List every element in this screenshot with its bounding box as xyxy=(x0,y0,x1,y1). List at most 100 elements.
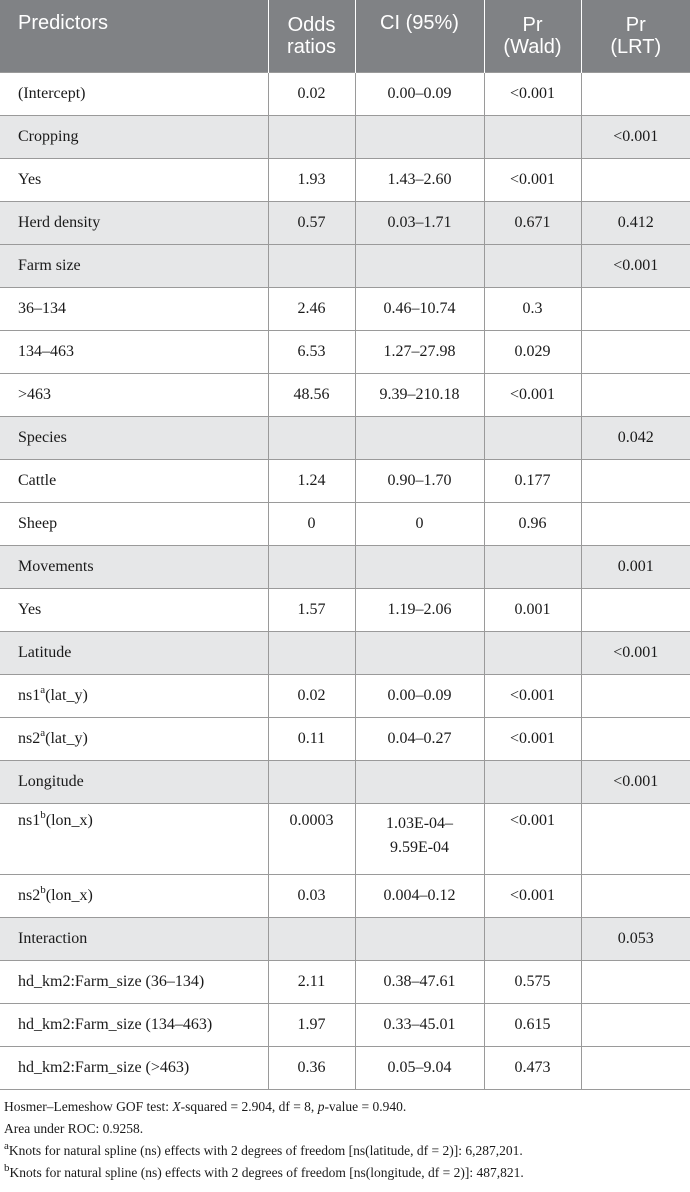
ci-cell: 1.43–2.60 xyxy=(354,158,485,202)
pr-lrt-cell xyxy=(580,330,690,374)
predictor-cell: ns1a(lat_y) xyxy=(0,674,269,718)
ci-cell xyxy=(354,545,485,589)
pr-wald-cell xyxy=(483,115,582,159)
ci-cell: 0.05–9.04 xyxy=(354,1046,485,1090)
odds-ratio-cell: 0.57 xyxy=(267,201,356,245)
odds-ratio-cell: 1.57 xyxy=(267,588,356,632)
pr-lrt-cell xyxy=(580,459,690,503)
pr-lrt-cell: 0.412 xyxy=(580,201,690,245)
table-group-row: Herd density 0.57 0.03–1.71 0.671 0.412 xyxy=(0,201,690,245)
ci-cell: 0.004–0.12 xyxy=(354,874,485,918)
odds-ratio-cell: 0.02 xyxy=(267,674,356,718)
pr-wald-cell xyxy=(483,416,582,460)
pr-wald-cell: 0.473 xyxy=(483,1046,582,1090)
predictor-cell: hd_km2:Farm_size (>463) xyxy=(0,1046,269,1090)
pr-wald-cell: <0.001 xyxy=(483,717,582,761)
odds-ratio-cell: 0.02 xyxy=(267,72,356,116)
pr-wald-cell xyxy=(483,917,582,961)
odds-ratio-cell: 1.24 xyxy=(267,459,356,503)
table-group-row: Cropping <0.001 xyxy=(0,115,690,159)
ci-cell xyxy=(354,416,485,460)
table-row: ns1b(lon_x) 0.0003 1.03E-04– 9.59E-04 <0.… xyxy=(0,803,690,875)
footnote-marker: a xyxy=(40,683,46,696)
odds-ratio-cell: 0 xyxy=(267,502,356,546)
pr-wald-cell xyxy=(483,631,582,675)
pr-wald-cell: 0.3 xyxy=(483,287,582,331)
ci-cell: 0.46–10.74 xyxy=(354,287,485,331)
predictor-cell: Farm size xyxy=(0,244,269,288)
pr-wald-cell xyxy=(483,545,582,589)
footnote-marker: b xyxy=(40,808,46,821)
ci-cell: 1.19–2.06 xyxy=(354,588,485,632)
pr-lrt-cell xyxy=(580,287,690,331)
pr-lrt-cell: 0.053 xyxy=(580,917,690,961)
ci-cell: 1.03E-04– 9.59E-04 xyxy=(354,803,485,875)
predictor-cell: Cropping xyxy=(0,115,269,159)
pr-wald-cell: <0.001 xyxy=(483,874,582,918)
predictor-cell: 134–463 xyxy=(0,330,269,374)
table-row: ns2b(lon_x) 0.03 0.004–0.12 <0.001 xyxy=(0,874,690,918)
ci-cell: 0.03–1.71 xyxy=(354,201,485,245)
pr-wald-cell: <0.001 xyxy=(483,803,582,875)
pr-wald-cell: 0.177 xyxy=(483,459,582,503)
table-row: hd_km2:Farm_size (36–134) 2.11 0.38–47.6… xyxy=(0,960,690,1004)
odds-ratio-cell xyxy=(267,244,356,288)
ci-cell: 1.27–27.98 xyxy=(354,330,485,374)
ci-cell: 0.00–0.09 xyxy=(354,674,485,718)
predictor-cell: Interaction xyxy=(0,917,269,961)
pr-lrt-cell xyxy=(580,874,690,918)
table-row: Yes 1.57 1.19–2.06 0.001 xyxy=(0,588,690,632)
table-group-row: Interaction 0.053 xyxy=(0,917,690,961)
pr-wald-cell: 0.001 xyxy=(483,588,582,632)
predictor-cell: Cattle xyxy=(0,459,269,503)
header-ci: CI (95%) xyxy=(355,0,485,73)
pr-lrt-cell xyxy=(580,674,690,718)
predictor-cell: Movements xyxy=(0,545,269,589)
predictor-cell: hd_km2:Farm_size (134–463) xyxy=(0,1003,269,1047)
pr-lrt-cell xyxy=(580,1046,690,1090)
footnote-marker: a xyxy=(40,726,46,739)
odds-ratio-cell xyxy=(267,416,356,460)
odds-ratio-cell: 0.0003 xyxy=(267,803,356,875)
pr-lrt-cell: <0.001 xyxy=(580,115,690,159)
pr-lrt-cell xyxy=(580,717,690,761)
ci-cell: 0 xyxy=(354,502,485,546)
predictor-cell: Sheep xyxy=(0,502,269,546)
odds-ratio-cell: 6.53 xyxy=(267,330,356,374)
pr-lrt-cell xyxy=(580,158,690,202)
auc-note: Area under ROC: 0.9258. xyxy=(4,1121,144,1136)
header-predictors: Predictors xyxy=(0,0,269,73)
header-pr-lrt: Pr (LRT) xyxy=(581,0,690,73)
gof-note: Hosmer–Lemeshow GOF test: X-squared = 2.… xyxy=(4,1099,407,1114)
predictor-cell: ns2a(lat_y) xyxy=(0,717,269,761)
pr-wald-cell: 0.671 xyxy=(483,201,582,245)
ci-cell: 0.04–0.27 xyxy=(354,717,485,761)
pr-lrt-cell: 0.042 xyxy=(580,416,690,460)
odds-ratio-cell xyxy=(267,760,356,804)
odds-ratio-cell: 0.36 xyxy=(267,1046,356,1090)
pr-lrt-cell xyxy=(580,502,690,546)
table-row: hd_km2:Farm_size (134–463) 1.97 0.33–45.… xyxy=(0,1003,690,1047)
odds-ratio-cell: 0.03 xyxy=(267,874,356,918)
odds-ratio-cell xyxy=(267,917,356,961)
table-row: Cattle 1.24 0.90–1.70 0.177 xyxy=(0,459,690,503)
ci-cell: 0.00–0.09 xyxy=(354,72,485,116)
table-group-row: Species 0.042 xyxy=(0,416,690,460)
odds-ratio-table: Predictors Odds ratios CI (95%) Pr (Wald) … xyxy=(0,0,690,1090)
ci-cell: 0.90–1.70 xyxy=(354,459,485,503)
ci-cell: 0.38–47.61 xyxy=(354,960,485,1004)
table-row: 134–463 6.53 1.27–27.98 0.029 xyxy=(0,330,690,374)
predictor-cell: Latitude xyxy=(0,631,269,675)
table-row: (Intercept) 0.02 0.00–0.09 <0.001 xyxy=(0,72,690,116)
pr-wald-cell xyxy=(483,760,582,804)
predictor-cell: ns1b(lon_x) xyxy=(0,803,269,875)
ci-cell: 0.33–45.01 xyxy=(354,1003,485,1047)
table-group-row: Longitude <0.001 xyxy=(0,760,690,804)
ci-cell xyxy=(354,244,485,288)
ci-cell: 9.39–210.18 xyxy=(354,373,485,417)
pr-lrt-cell xyxy=(580,72,690,116)
pr-wald-cell: <0.001 xyxy=(483,373,582,417)
predictor-cell: Yes xyxy=(0,158,269,202)
table-row: Sheep 0 0 0.96 xyxy=(0,502,690,546)
table-group-row: Farm size <0.001 xyxy=(0,244,690,288)
